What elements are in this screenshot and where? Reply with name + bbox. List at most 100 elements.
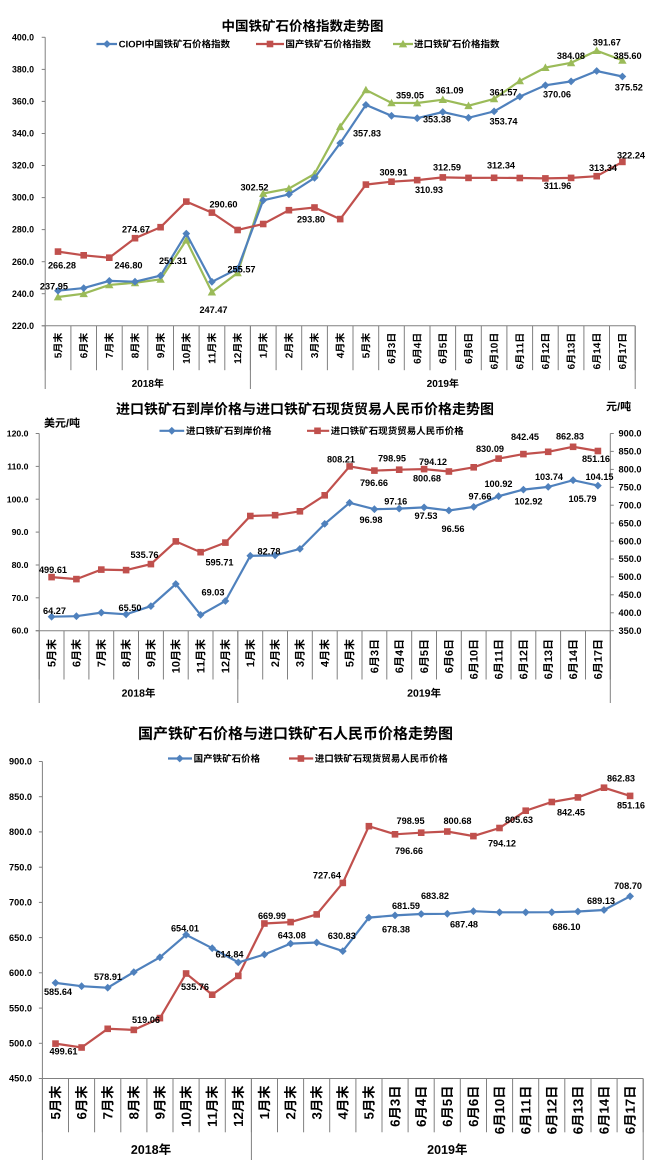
svg-text:643.08: 643.08 [278,930,306,940]
svg-text:851.16: 851.16 [582,454,610,464]
svg-text:400.0: 400.0 [619,608,642,618]
svg-text:535.76: 535.76 [181,982,209,992]
svg-text:280.0: 280.0 [12,225,34,235]
svg-text:64.27: 64.27 [43,606,66,616]
svg-text:350.0: 350.0 [619,626,642,636]
svg-text:353.38: 353.38 [423,115,451,125]
svg-text:400.0: 400.0 [12,32,34,42]
svg-text:900.0: 900.0 [9,757,32,767]
svg-text:499.61: 499.61 [49,1047,77,1057]
svg-text:500.0: 500.0 [9,1039,32,1049]
svg-text:290.60: 290.60 [209,200,237,210]
svg-text:300.0: 300.0 [12,193,34,203]
svg-text:82.78: 82.78 [258,547,281,557]
svg-text:375.52: 375.52 [615,82,643,92]
svg-text:312.34: 312.34 [487,160,516,170]
svg-text:100.0: 100.0 [7,494,29,504]
svg-text:750.0: 750.0 [9,862,32,872]
svg-text:499.61: 499.61 [39,565,67,575]
svg-text:800.68: 800.68 [443,816,471,826]
svg-text:310.93: 310.93 [415,185,443,195]
svg-text:105.79: 105.79 [568,494,596,504]
svg-text:862.83: 862.83 [556,432,584,442]
svg-text:340.0: 340.0 [12,129,34,139]
svg-text:380.0: 380.0 [12,64,34,74]
svg-text:97.16: 97.16 [384,497,407,507]
svg-text:585.64: 585.64 [44,987,73,997]
svg-text:850.0: 850.0 [9,792,32,802]
svg-text:309.91: 309.91 [379,168,407,178]
svg-text:600.0: 600.0 [9,968,32,978]
svg-text:313.34: 313.34 [589,163,618,173]
svg-text:100.92: 100.92 [484,479,512,489]
svg-text:519.06: 519.06 [132,1015,160,1025]
svg-text:274.67: 274.67 [122,225,150,235]
svg-text:237.95: 237.95 [40,282,68,292]
svg-text:65.50: 65.50 [119,603,142,613]
svg-text:794.12: 794.12 [488,839,516,849]
svg-text:302.52: 302.52 [240,183,268,193]
svg-text:97.53: 97.53 [415,511,438,521]
svg-text:850.0: 850.0 [619,447,642,457]
svg-text:796.66: 796.66 [360,478,388,488]
svg-text:385.60: 385.60 [614,51,642,61]
svg-text:69.03: 69.03 [202,588,225,598]
svg-text:240.0: 240.0 [12,289,34,299]
svg-text:255.57: 255.57 [227,265,255,275]
svg-text:361.09: 361.09 [435,86,463,96]
svg-text:500.0: 500.0 [619,572,642,582]
svg-text:578.91: 578.91 [94,972,122,982]
svg-text:900.0: 900.0 [619,429,642,439]
svg-text:120.0: 120.0 [7,429,29,439]
svg-text:312.59: 312.59 [433,162,461,172]
svg-text:681.59: 681.59 [392,901,420,911]
svg-text:102.92: 102.92 [514,497,542,507]
svg-text:550.0: 550.0 [9,1003,32,1013]
svg-text:687.48: 687.48 [450,920,478,930]
svg-text:650.0: 650.0 [9,933,32,943]
svg-text:805.63: 805.63 [505,815,533,825]
svg-text:247.47: 247.47 [199,305,227,315]
svg-text:686.10: 686.10 [552,922,580,932]
svg-text:794.12: 794.12 [419,457,447,467]
svg-text:727.64: 727.64 [313,871,342,881]
svg-text:361.57: 361.57 [489,88,517,98]
svg-text:700.0: 700.0 [9,898,32,908]
svg-text:800.0: 800.0 [619,465,642,475]
svg-text:450.0: 450.0 [9,1074,32,1084]
svg-text:353.74: 353.74 [489,117,518,127]
svg-text:357.83: 357.83 [353,129,381,139]
svg-text:293.80: 293.80 [297,215,325,225]
svg-text:800.68: 800.68 [413,474,441,484]
svg-text:798.95: 798.95 [397,816,425,826]
svg-text:669.99: 669.99 [258,911,286,921]
svg-text:830.09: 830.09 [476,444,504,454]
svg-text:384.08: 384.08 [557,51,585,61]
svg-text:260.0: 260.0 [12,257,34,267]
svg-text:798.95: 798.95 [378,454,406,464]
svg-text:535.76: 535.76 [130,550,158,560]
svg-text:708.70: 708.70 [614,881,642,891]
svg-text:320.0: 320.0 [12,161,34,171]
svg-text:808.21: 808.21 [327,455,355,465]
svg-text:630.83: 630.83 [328,931,356,941]
svg-text:678.38: 678.38 [382,925,410,935]
svg-text:60.0: 60.0 [12,626,29,636]
svg-text:595.71: 595.71 [205,558,233,568]
svg-text:103.74: 103.74 [535,472,564,482]
svg-text:370.06: 370.06 [543,90,571,100]
svg-text:246.80: 246.80 [114,261,142,271]
svg-text:800.0: 800.0 [9,827,32,837]
svg-text:450.0: 450.0 [619,590,642,600]
svg-text:110.0: 110.0 [7,461,28,471]
svg-text:266.28: 266.28 [48,261,76,271]
svg-text:842.45: 842.45 [511,432,539,442]
svg-text:851.16: 851.16 [617,801,645,811]
svg-text:683.82: 683.82 [421,891,449,901]
svg-text:359.05: 359.05 [396,91,424,101]
svg-text:80.0: 80.0 [12,560,29,570]
svg-text:650.0: 650.0 [619,518,642,528]
svg-text:796.66: 796.66 [395,846,423,856]
svg-text:360.0: 360.0 [12,97,34,107]
svg-text:311.96: 311.96 [544,181,572,191]
